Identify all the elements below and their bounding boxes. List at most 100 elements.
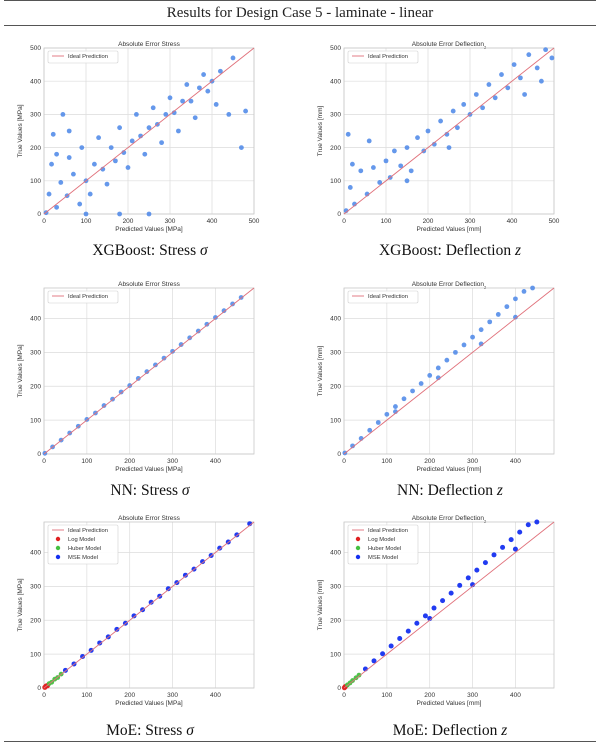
y-tick-label: 100 [30, 651, 41, 658]
scatter-point [511, 62, 517, 67]
mse-model-point [414, 620, 420, 626]
mse-model-point [482, 560, 488, 566]
x-tick-label: 400 [210, 692, 221, 699]
y-tick-label: 400 [330, 78, 341, 85]
y-axis-label: True Values [mm] [317, 106, 324, 157]
x-tick-label: 300 [467, 692, 478, 699]
plot-frame [343, 47, 555, 215]
legend-marker-swatch [355, 536, 361, 542]
scatter-point [513, 314, 518, 320]
mse-model-point [534, 519, 540, 525]
x-tick-label: 0 [42, 458, 46, 465]
scatter-point [239, 145, 244, 150]
y-tick-label: 500 [330, 45, 341, 52]
legend-entry: Ideal Prediction [68, 528, 108, 534]
scatter-point [345, 131, 351, 137]
x-tick-label: 0 [342, 218, 346, 225]
x-tick-label: 500 [249, 218, 260, 225]
scatter-point [450, 108, 456, 114]
y-tick-label: 100 [330, 178, 341, 185]
chart-group: Absolute Error Deflectionz 0 100 200 300 400 5… [317, 41, 560, 233]
scatter-point [505, 85, 511, 91]
scatter-point [438, 118, 443, 124]
scatter-point [384, 411, 390, 417]
scatter-point [366, 138, 372, 144]
ideal-prediction-line [43, 521, 255, 689]
scatter-point [83, 211, 89, 217]
x-tick-label: 200 [123, 218, 134, 225]
y-tick-label: 200 [330, 383, 341, 390]
caption-text: XGBoost: Stress [92, 242, 200, 259]
caption-text: NN: Deflection [397, 482, 497, 499]
legend-box [347, 50, 419, 64]
caption-symbol: σ [186, 722, 194, 739]
y-tick-label: 200 [30, 145, 41, 152]
mse-model-point [388, 643, 394, 649]
mse-model-point [465, 575, 471, 581]
scatter-point [167, 95, 173, 101]
legend-entry: Ideal Prediction [368, 54, 408, 60]
y-tick-label: 300 [330, 584, 341, 591]
ideal-prediction-line [43, 47, 255, 215]
scatter-point [150, 105, 156, 111]
x-tick-label: 300 [467, 458, 478, 465]
y-tick-label: 400 [30, 78, 41, 85]
x-axis-label: Predicted Values [MPa] [115, 466, 183, 473]
mse-model-point [371, 658, 377, 664]
mse-model-point [114, 626, 120, 632]
scatter-point [350, 161, 355, 167]
scatter-point [425, 128, 431, 134]
bottom-rule [4, 741, 596, 742]
panel-moe-deflection: Absolute Error Deflectionz 0 100 200 300 400 0… [308, 512, 592, 752]
scatter-point [213, 315, 218, 320]
scatter-point [66, 155, 72, 160]
x-tick-label: 400 [210, 458, 221, 465]
scatter-point [518, 75, 523, 81]
scatter-point [125, 165, 131, 170]
scatter-point [178, 342, 184, 347]
scatter-point [358, 168, 364, 174]
caption-symbol: z [496, 482, 503, 499]
scatter-point [392, 148, 397, 154]
panel-moe-stress: Absolute Error Stress 0 100 200 300 400 0 100 20… [8, 512, 292, 752]
x-tick-label: 200 [424, 458, 435, 465]
x-tick-label: 400 [507, 218, 518, 225]
scatter-point [401, 396, 407, 402]
x-axis-label: Predicted Values [MPa] [115, 700, 183, 707]
y-tick-label: 0 [337, 451, 341, 458]
scatter-point [377, 180, 383, 185]
scatter-point [499, 72, 504, 77]
chart-title: Absolute Error Stress [118, 515, 181, 522]
chart-group: Absolute Error Stress 0 100 200 300 400 0 100 20… [17, 515, 255, 707]
scatter-point [204, 321, 210, 327]
scatter-point [478, 327, 484, 333]
scatter-point [444, 357, 450, 363]
mse-model-point [491, 552, 497, 558]
legend-entry: MSE Model [68, 555, 98, 561]
y-tick-label: 300 [30, 112, 41, 119]
mse-model-point [80, 653, 86, 659]
x-tick-label: 300 [465, 218, 476, 225]
legend-entry: Huber Model [368, 546, 401, 552]
panel-nn-deflection: Absolute Error Deflectionz 0 100 200 300 400 0… [308, 278, 592, 518]
scatter-point [54, 151, 59, 157]
x-tick-label: 0 [42, 218, 46, 225]
legend-entry: Ideal Prediction [68, 294, 108, 300]
chart-group: Absolute Error Stress 0 100 200 300 400 500 0 10… [17, 41, 260, 233]
mse-model-point [500, 544, 506, 550]
scatter-point [134, 112, 139, 117]
x-axis-label: Predicted Values [MPa] [115, 226, 183, 233]
y-axis-label: True Values [mm] [317, 580, 324, 631]
y-tick-label: 400 [30, 550, 41, 557]
y-axis-label: True Values [mm] [317, 346, 324, 397]
y-axis-label: True Values [MPa] [17, 344, 24, 397]
scatter-point [146, 125, 152, 131]
scatter-point [50, 131, 56, 137]
scatter-point [526, 52, 532, 58]
caption-nn-deflection: NN: Deflection z [308, 482, 592, 500]
scatter-point [108, 145, 114, 150]
scatter-point [144, 369, 150, 375]
scatter-point [66, 128, 72, 134]
scatter-point [230, 301, 235, 307]
y-tick-label: 0 [37, 451, 41, 458]
